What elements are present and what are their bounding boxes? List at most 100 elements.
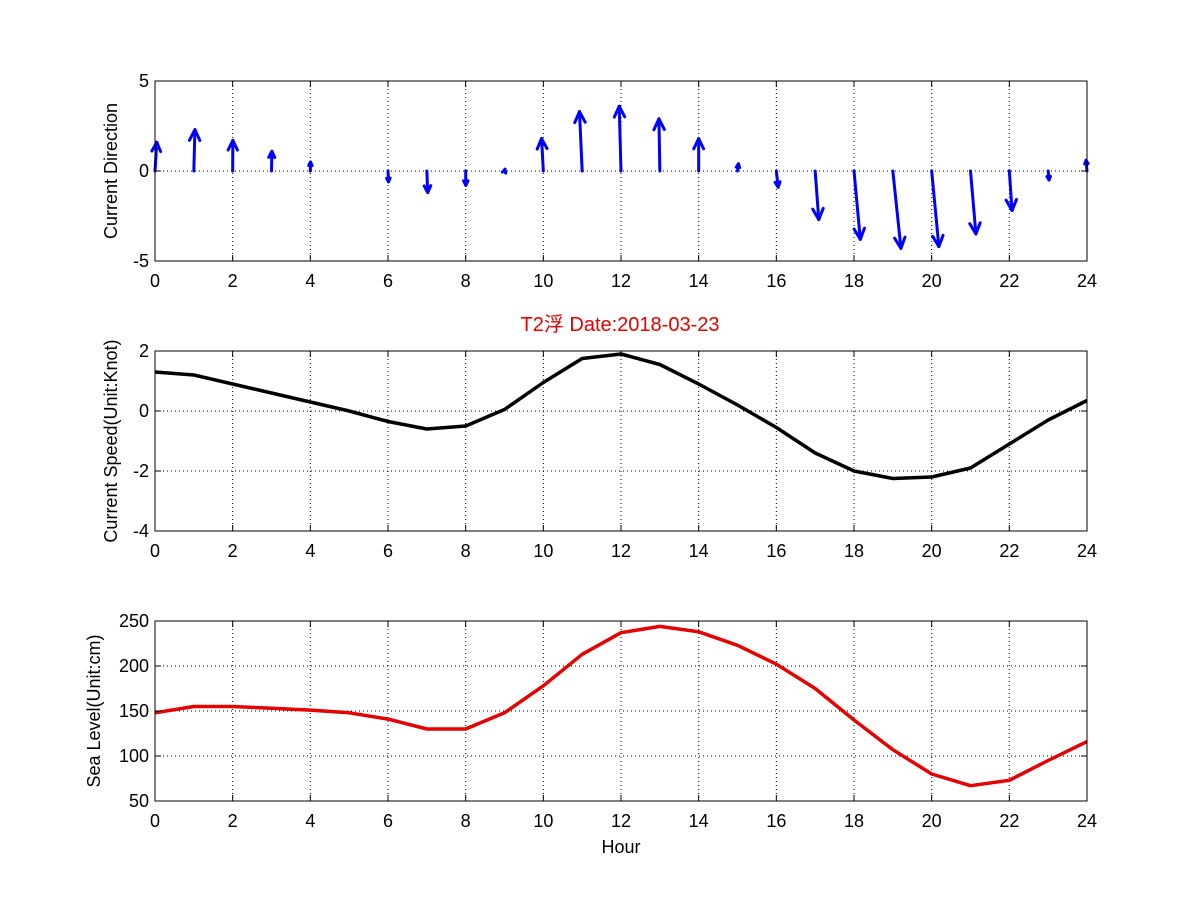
- arrow-head: [1045, 174, 1052, 182]
- quiver-arrow: [1004, 169, 1019, 213]
- x-tick-label: 8: [461, 541, 471, 561]
- x-tick-label: 12: [611, 271, 631, 291]
- arrow-head: [1083, 158, 1090, 166]
- y-tick-label: 0: [139, 161, 149, 181]
- arrow-head: [1004, 197, 1019, 213]
- x-tick-label: 12: [611, 541, 631, 561]
- arrow-shaft: [891, 169, 903, 250]
- x-tick-label: 6: [383, 811, 393, 831]
- x-tick-label: 24: [1077, 541, 1097, 561]
- quiver-arrow: [612, 104, 627, 173]
- y-axis-label: Current Direction: [101, 103, 121, 239]
- quiver-arrow: [187, 128, 202, 173]
- x-tick-label: 2: [228, 271, 238, 291]
- x-tick-label: 2: [228, 541, 238, 561]
- quiver-arrow: [307, 160, 314, 173]
- quiver-arrow: [852, 169, 867, 241]
- arrow-head: [187, 128, 202, 143]
- y-tick-label: 100: [119, 746, 149, 766]
- x-tick-label: 14: [689, 271, 709, 291]
- quiver-arrow: [734, 162, 742, 173]
- x-tick-label: 14: [689, 811, 709, 831]
- y-tick-label: 250: [119, 611, 149, 631]
- x-tick-label: 10: [533, 271, 553, 291]
- arrow-head: [612, 104, 627, 119]
- arrow-head: [307, 160, 314, 168]
- quiver-arrow: [535, 137, 549, 173]
- x-tick-label: 10: [533, 811, 553, 831]
- arrow-shaft: [813, 169, 821, 222]
- x-tick-label: 12: [611, 811, 631, 831]
- arrow-shaft: [577, 110, 584, 173]
- x-tick-label: 0: [150, 811, 160, 831]
- arrow-head: [692, 137, 706, 151]
- x-tick-label: 0: [150, 271, 160, 291]
- arrow-head: [931, 233, 945, 249]
- arrow-head: [535, 137, 549, 151]
- arrow-head: [226, 138, 239, 152]
- arrow-head: [652, 117, 666, 132]
- y-tick-label: 0: [139, 401, 149, 421]
- arrow-shaft: [540, 137, 545, 173]
- y-tick-label: -5: [133, 251, 149, 271]
- quiver-arrow: [652, 117, 666, 173]
- quiver-arrow: [385, 169, 392, 184]
- y-tick-label: -2: [133, 461, 149, 481]
- x-tick-label: 10: [533, 541, 553, 561]
- x-tick-label: 2: [228, 811, 238, 831]
- x-tick-label: 18: [844, 271, 864, 291]
- quiver-arrow: [891, 169, 907, 250]
- quiver-arrow: [422, 169, 433, 195]
- quiver-arrow: [692, 137, 706, 173]
- y-tick-label: 50: [129, 791, 149, 811]
- y-axis-label: Sea Level(Unit:cm): [84, 634, 104, 787]
- y-tick-label: 5: [139, 71, 149, 91]
- arrow-shaft: [192, 128, 197, 173]
- x-tick-label: 16: [766, 271, 786, 291]
- arrow-shaft: [852, 169, 862, 241]
- x-tick-label: 14: [689, 541, 709, 561]
- arrow-head: [773, 180, 782, 189]
- y-tick-label: 2: [139, 341, 149, 361]
- y-tick-label: -4: [133, 521, 149, 541]
- x-tick-label: 16: [766, 811, 786, 831]
- arrow-shaft: [425, 169, 430, 195]
- quiver-arrow: [930, 169, 945, 249]
- arrow-head: [500, 167, 508, 175]
- x-tick-label: 8: [461, 811, 471, 831]
- y-tick-label: 150: [119, 701, 149, 721]
- x-tick-label: 8: [461, 271, 471, 291]
- arrow-head: [811, 206, 825, 222]
- x-tick-label: 18: [844, 811, 864, 831]
- x-tick-label: 16: [766, 541, 786, 561]
- quiver-arrow: [226, 138, 239, 173]
- quiver-arrow: [1045, 169, 1052, 182]
- arrow-shaft: [657, 117, 662, 173]
- figure-title: T2浮 Date:2018-03-23: [520, 313, 719, 336]
- x-tick-label: 22: [999, 811, 1019, 831]
- x-tick-label: 20: [922, 541, 942, 561]
- arrow-head: [150, 140, 163, 154]
- x-tick-label: 18: [844, 541, 864, 561]
- x-tick-label: 0: [150, 541, 160, 561]
- arrow-head: [267, 149, 277, 159]
- x-axis-label: Hour: [601, 837, 640, 857]
- x-tick-label: 22: [999, 541, 1019, 561]
- series-line-1: [154, 624, 1088, 788]
- y-axis-label: Current Speed(Unit:Knot): [101, 339, 121, 542]
- quiver-arrow: [573, 110, 587, 173]
- quiver-arrow: [267, 149, 277, 173]
- arrow-head: [462, 179, 470, 187]
- quiver-arrow: [462, 169, 470, 187]
- arrow-shaft: [617, 104, 623, 173]
- x-tick-label: 6: [383, 541, 393, 561]
- quiver-arrow: [773, 169, 782, 189]
- x-tick-label: 22: [999, 271, 1019, 291]
- x-tick-label: 24: [1077, 811, 1097, 831]
- arrow-shaft: [1007, 169, 1014, 213]
